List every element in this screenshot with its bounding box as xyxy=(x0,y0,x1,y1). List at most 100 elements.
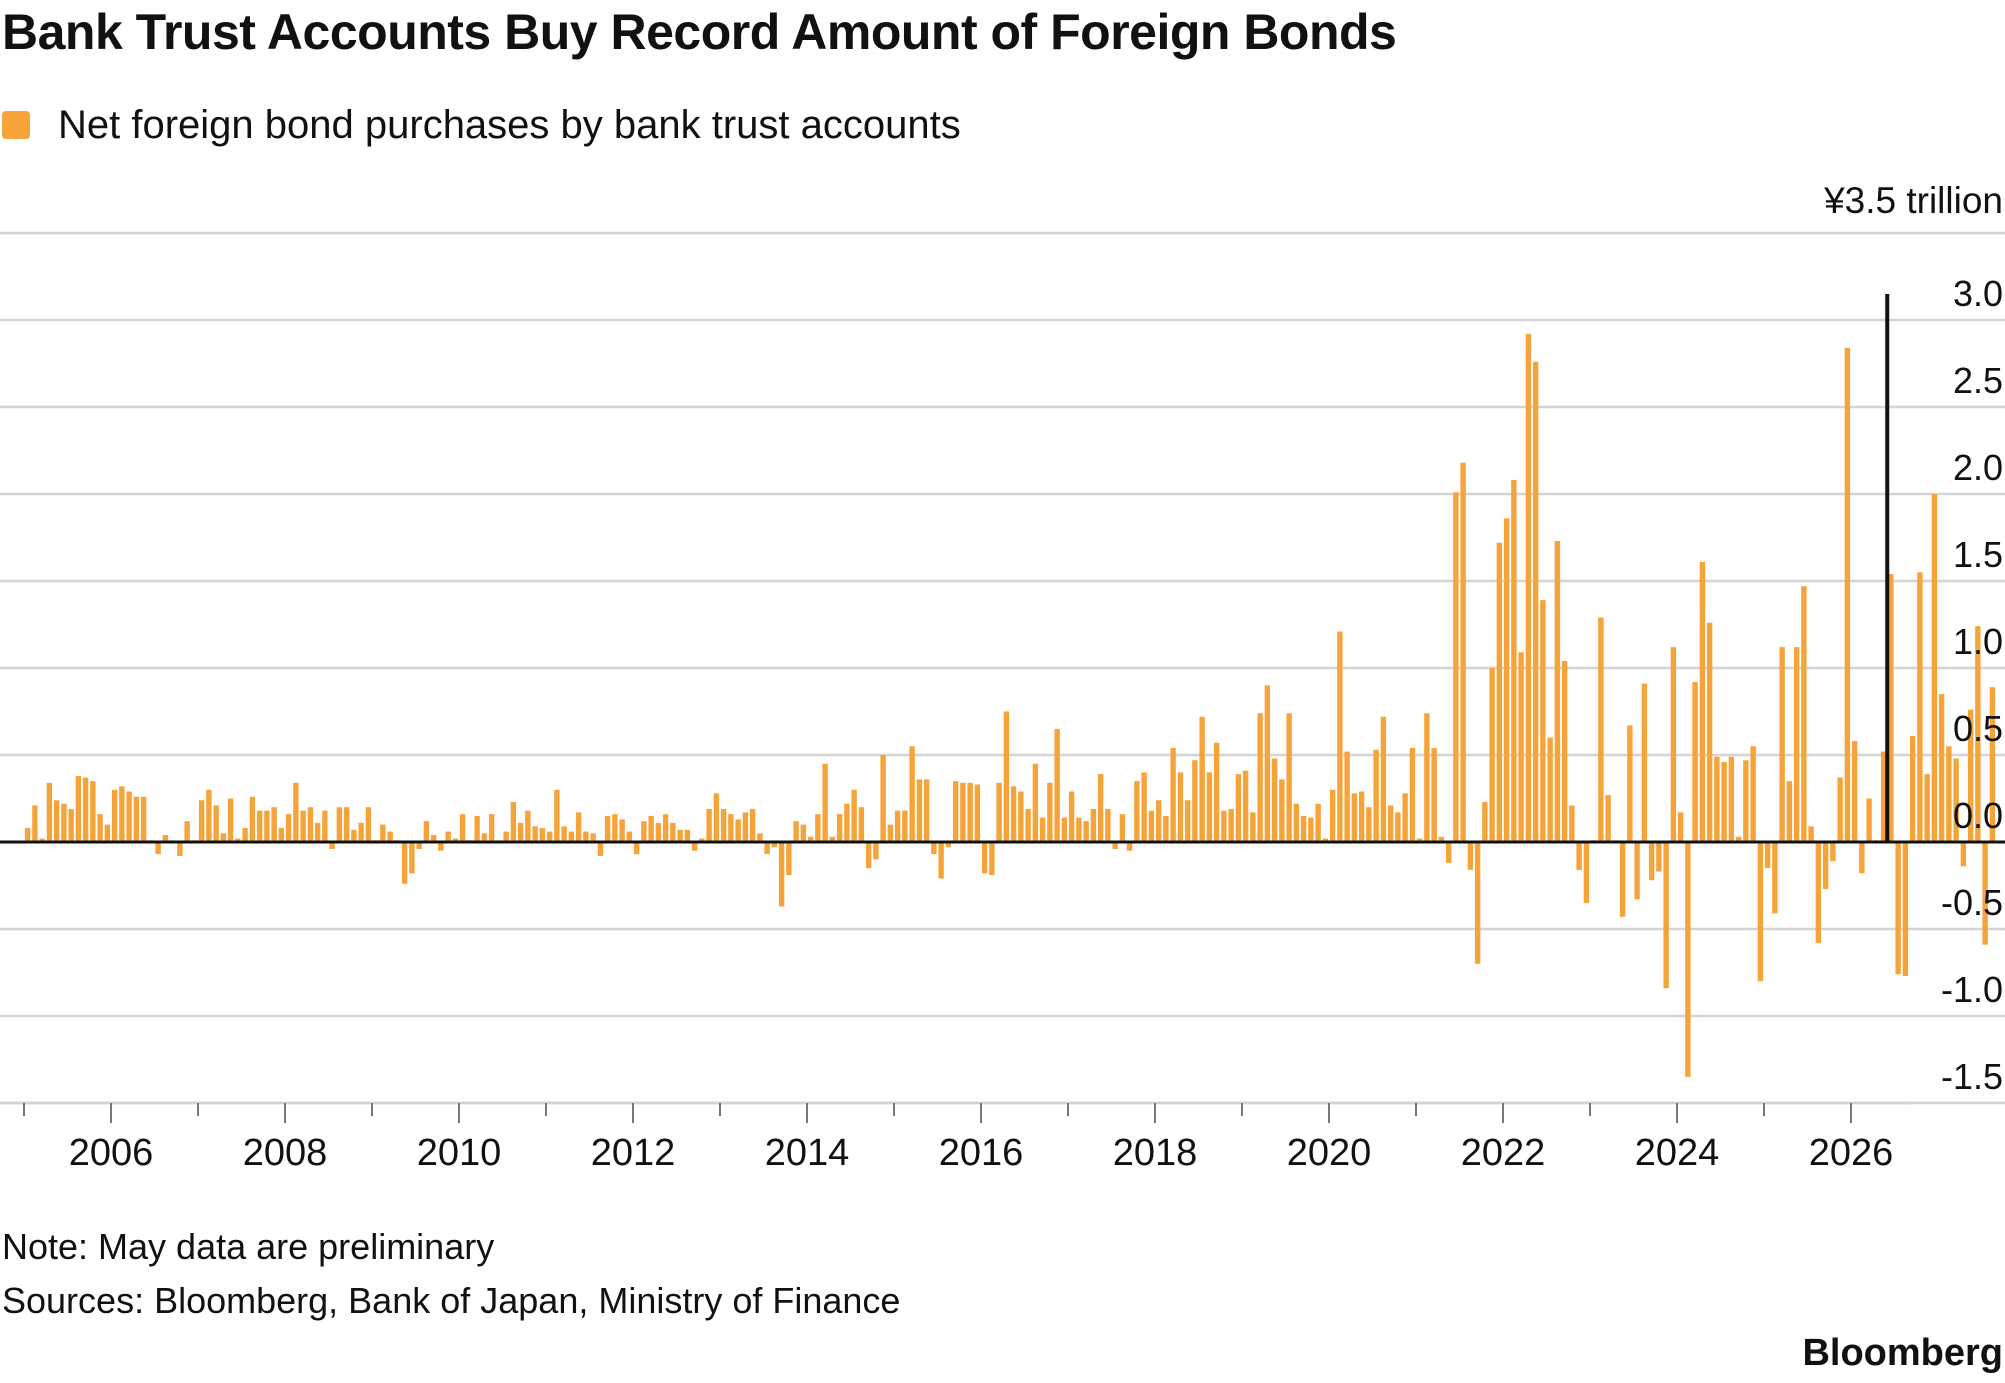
bar xyxy=(438,842,444,851)
chart-note: Note: May data are preliminary xyxy=(2,1226,495,1267)
x-tick-label: 2018 xyxy=(1113,1132,1198,1174)
bar xyxy=(1010,786,1017,842)
bar xyxy=(1090,808,1097,842)
y-tick-label: -0.5 xyxy=(1941,882,2003,923)
y-tick-label: 1.5 xyxy=(1953,534,2003,575)
bar xyxy=(597,842,604,856)
bar xyxy=(568,831,575,842)
bar xyxy=(177,842,183,856)
bar xyxy=(626,831,633,842)
bar xyxy=(1793,647,1800,842)
bar xyxy=(1453,492,1459,842)
bar xyxy=(314,822,321,842)
bar xyxy=(503,831,509,842)
bar xyxy=(793,821,799,842)
bar xyxy=(1946,746,1952,842)
bar xyxy=(1460,462,1466,842)
bar xyxy=(655,822,662,842)
bar xyxy=(1206,772,1213,842)
bar xyxy=(1373,749,1379,842)
bar xyxy=(1496,542,1503,842)
bar xyxy=(1627,725,1633,842)
bar xyxy=(713,793,720,842)
bars xyxy=(24,333,1996,1077)
y-axis-labels: ¥3.5 trillion 3.0 2.5 2.0 1.5 1.0 0.5 0.0 -0.5 -1… xyxy=(1823,180,2003,1097)
bar xyxy=(1663,842,1669,989)
y-tick-label: 3.0 xyxy=(1953,273,2003,314)
bar xyxy=(858,807,865,842)
bar xyxy=(1083,821,1089,842)
bar xyxy=(1235,774,1242,842)
bar xyxy=(1938,694,1945,842)
bar xyxy=(336,807,343,842)
bar xyxy=(1685,842,1691,1077)
bar xyxy=(1438,836,1445,842)
bar xyxy=(786,842,792,876)
bar xyxy=(1358,791,1365,842)
bar xyxy=(1242,770,1249,842)
bar xyxy=(952,781,959,842)
legend-swatch xyxy=(2,111,30,139)
bar xyxy=(1503,518,1510,842)
bar xyxy=(1576,842,1582,870)
bar xyxy=(351,829,357,842)
bar xyxy=(1917,572,1923,842)
bar xyxy=(865,842,872,869)
bar xyxy=(264,810,270,842)
bar xyxy=(1953,758,1959,842)
bar xyxy=(474,815,480,842)
bar xyxy=(960,782,966,842)
bar xyxy=(90,781,96,842)
y-tick-label: -1.0 xyxy=(1941,969,2003,1010)
x-tick-label: 2020 xyxy=(1287,1132,1372,1174)
bar xyxy=(1982,842,1988,945)
bar xyxy=(1025,808,1031,842)
bar xyxy=(1902,842,1909,976)
chart-sources: Sources: Bloomberg, Bank of Japan, Minis… xyxy=(2,1280,901,1321)
bar xyxy=(851,789,857,842)
x-tick-label: 2024 xyxy=(1635,1132,1720,1174)
x-tick-label: 2012 xyxy=(591,1132,676,1174)
bar xyxy=(1764,842,1771,869)
bar xyxy=(575,812,582,842)
bar xyxy=(481,833,488,842)
legend: Net foreign bond purchases by bank trust… xyxy=(2,98,961,152)
bar xyxy=(1286,713,1292,842)
bar xyxy=(452,838,459,842)
legend-label: Net foreign bond purchases by bank trust… xyxy=(58,103,961,147)
bar xyxy=(807,836,814,842)
bar xyxy=(902,810,908,842)
bar xyxy=(1467,842,1474,870)
bar xyxy=(771,842,778,848)
bar xyxy=(1213,742,1220,842)
bar xyxy=(198,800,205,842)
bar xyxy=(206,789,212,842)
bar xyxy=(873,842,879,860)
bar xyxy=(1750,746,1756,842)
bar xyxy=(728,814,734,842)
bar xyxy=(1061,817,1068,842)
bar xyxy=(1431,748,1437,842)
bar xyxy=(546,831,553,842)
bar xyxy=(1525,333,1532,842)
bar xyxy=(945,842,952,848)
bar xyxy=(53,800,60,842)
bar xyxy=(46,782,53,842)
bar xyxy=(220,833,227,842)
bar xyxy=(1967,709,1974,842)
bar xyxy=(1924,774,1930,842)
bar xyxy=(1489,668,1495,842)
bar xyxy=(1097,774,1104,842)
bar xyxy=(1271,758,1278,842)
bar xyxy=(1039,817,1046,842)
bar xyxy=(517,822,524,842)
bar xyxy=(749,808,756,842)
bar xyxy=(1228,808,1234,842)
bar xyxy=(409,842,415,874)
bar xyxy=(249,796,256,842)
bar xyxy=(996,782,1002,842)
bar xyxy=(822,763,828,842)
bar xyxy=(1801,586,1807,842)
bar xyxy=(1960,842,1967,867)
bar xyxy=(24,828,31,842)
